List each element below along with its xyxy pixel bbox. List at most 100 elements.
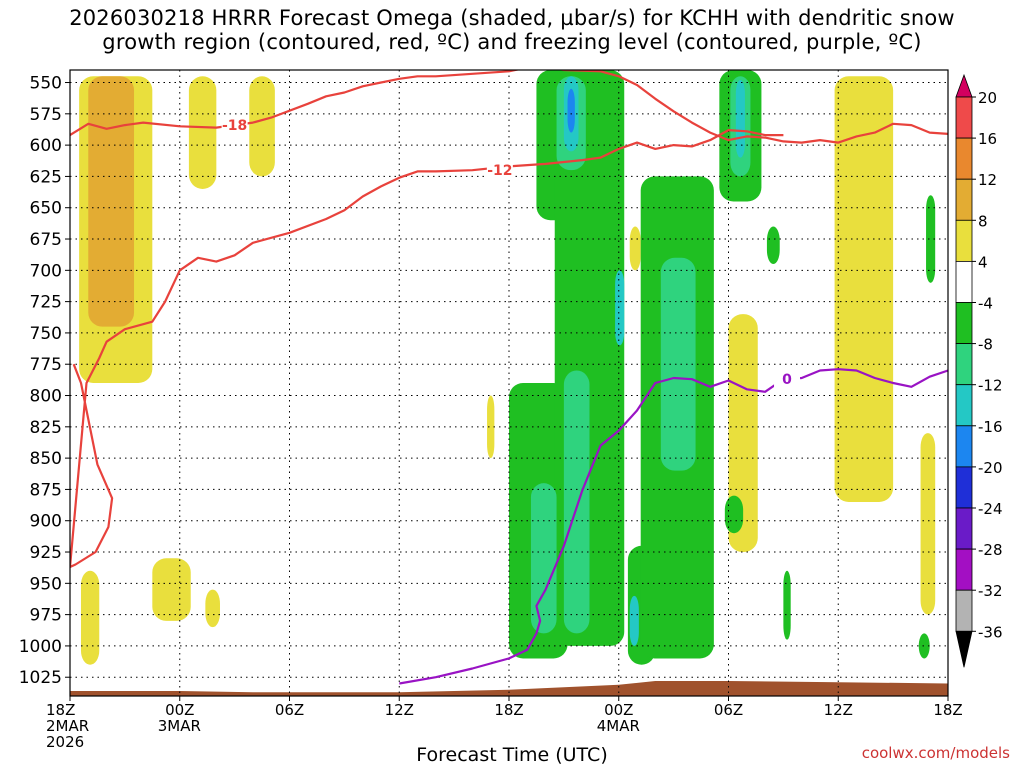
chart-title-line2: growth region (contoured, red, ºC) and f… (102, 30, 922, 54)
chart-title: 2026030218 HRRR Forecast Omega (shaded, … (0, 6, 1024, 54)
colorbar-band-1 (955, 96, 973, 139)
contour-dgz-lower (70, 129, 784, 569)
colorbar-band-10 (955, 466, 973, 509)
colorbar-label-10: -24 (978, 500, 1003, 518)
colorbar-label-8: -16 (978, 418, 1003, 436)
colorbar-arrow-bottom (955, 630, 973, 668)
y-tick-label-7: 725 (30, 293, 62, 313)
omega-region-1 (88, 76, 135, 327)
omega-region-32 (615, 270, 625, 346)
colorbar-band-5 (955, 260, 973, 303)
colorbar-band-13 (955, 589, 973, 632)
colorbar-label-11: -28 (978, 541, 1003, 559)
x-tick-label-0-2: 2026 (46, 733, 84, 751)
y-tick-label-13: 875 (30, 480, 62, 500)
y-tick-label-19: 1025 (19, 668, 62, 688)
y-tick-label-8: 750 (30, 324, 62, 344)
y-axis: 550 575 600 625 650 675 700 725 750 775 800 825 850 8… (19, 74, 70, 688)
y-tick-label-10: 800 (30, 387, 62, 407)
omega-region-30 (735, 80, 745, 158)
contour-label-bg-dgz-lower (486, 162, 513, 179)
contour-label-dgz-lower: -12 (487, 163, 512, 179)
x-tick-label-8-0: 18Z (933, 701, 962, 719)
omega-region-22 (926, 195, 936, 283)
colorbar-label-4: 4 (978, 253, 988, 271)
colorbar-label-2: 12 (978, 171, 997, 189)
omega-region-6 (205, 589, 220, 628)
site-credit: coolwx.com/models (861, 744, 1010, 762)
x-tick-label-1-0: 00Z (165, 701, 194, 719)
omega-region-26 (660, 257, 696, 471)
omega-shading (79, 70, 936, 665)
colorbar-label-12: -32 (978, 582, 1003, 600)
colorbar-band-11 (955, 507, 973, 550)
colorbar-label-0: 20 (978, 89, 997, 107)
omega-region-3 (249, 76, 275, 177)
colorbar: 20 16 12 8 4 -4 -8 -12 -16 -20 -24 -28 -32 -36 (955, 73, 1003, 668)
y-tick-label-3: 625 (30, 167, 62, 187)
omega-region-8 (629, 226, 641, 271)
chart-title-line1: 2026030218 HRRR Forecast Omega (shaded, … (69, 6, 955, 30)
contour-label-dgz-top: -18 (222, 118, 247, 134)
y-tick-label-1: 575 (30, 105, 62, 125)
x-axis-label: Forecast Time (UTC) (416, 744, 608, 766)
y-tick-label-0: 550 (30, 74, 62, 94)
omega-region-2 (188, 76, 217, 189)
y-tick-label-17: 975 (30, 606, 62, 626)
grid-lines (70, 70, 948, 696)
y-tick-label-5: 675 (30, 230, 62, 250)
colorbar-label-3: 8 (978, 212, 988, 230)
colorbar-band-7 (955, 343, 973, 386)
omega-region-4 (80, 570, 100, 665)
colorbar-label-9: -20 (978, 459, 1003, 477)
contour-label-bg-dgz-top (221, 117, 248, 134)
y-tick-label-14: 900 (30, 512, 62, 532)
omega-region-33 (567, 88, 575, 133)
x-tick-label-6-0: 06Z (714, 701, 743, 719)
omega-region-21 (783, 570, 791, 640)
colorbar-label-1: 16 (978, 130, 997, 148)
omega-region-11 (834, 76, 894, 502)
colorbar-arrow-top (955, 73, 973, 98)
colorbar-label-6: -8 (978, 336, 993, 354)
omega-region-10 (728, 314, 758, 553)
y-tick-label-16: 950 (30, 574, 62, 594)
x-tick-label-5-0: 00Z (604, 701, 633, 719)
colorbar-band-8 (955, 384, 973, 427)
y-tick-label-18: 1000 (19, 637, 62, 657)
colorbar-band-6 (955, 302, 973, 344)
x-tick-label-1-1: 3MAR (158, 717, 201, 735)
colorbar-label-5: -4 (978, 295, 993, 313)
colorbar-label-13: -36 (978, 623, 1003, 641)
y-tick-label-4: 650 (30, 199, 62, 219)
omega-region-5 (152, 558, 191, 621)
omega-region-7 (487, 395, 495, 459)
y-tick-label-6: 700 (30, 261, 62, 281)
x-tick-label-7-0: 12Z (824, 701, 853, 719)
y-tick-label-9: 775 (30, 355, 62, 375)
colorbar-band-2 (955, 137, 973, 180)
omega-region-24 (530, 483, 557, 634)
omega-region-19 (724, 495, 744, 534)
y-tick-label-11: 825 (30, 418, 62, 438)
colorbar-band-3 (955, 178, 973, 221)
y-tick-label-12: 850 (30, 449, 62, 469)
x-tick-label-2-0: 06Z (275, 701, 304, 719)
contour-freezing-level (399, 368, 948, 685)
x-tick-label-5-1: 4MAR (597, 717, 640, 735)
contour-label-freezing-level: 0 (782, 372, 792, 388)
y-tick-label-2: 600 (30, 136, 62, 156)
contour-label-bg-freezing-level (774, 371, 801, 388)
omega-region-23 (918, 633, 930, 659)
omega-region-12 (920, 433, 936, 615)
omega-region-31 (629, 595, 639, 646)
contour-lines: -18 -12 0 (70, 70, 948, 685)
colorbar-band-9 (955, 425, 973, 468)
colorbar-band-12 (955, 548, 973, 591)
x-tick-label-0-1: 2MAR (46, 717, 89, 735)
x-tick-label-0-0: 18Z (46, 701, 75, 719)
omega-region-25 (563, 370, 590, 634)
x-tick-label-4-0: 18Z (494, 701, 523, 719)
